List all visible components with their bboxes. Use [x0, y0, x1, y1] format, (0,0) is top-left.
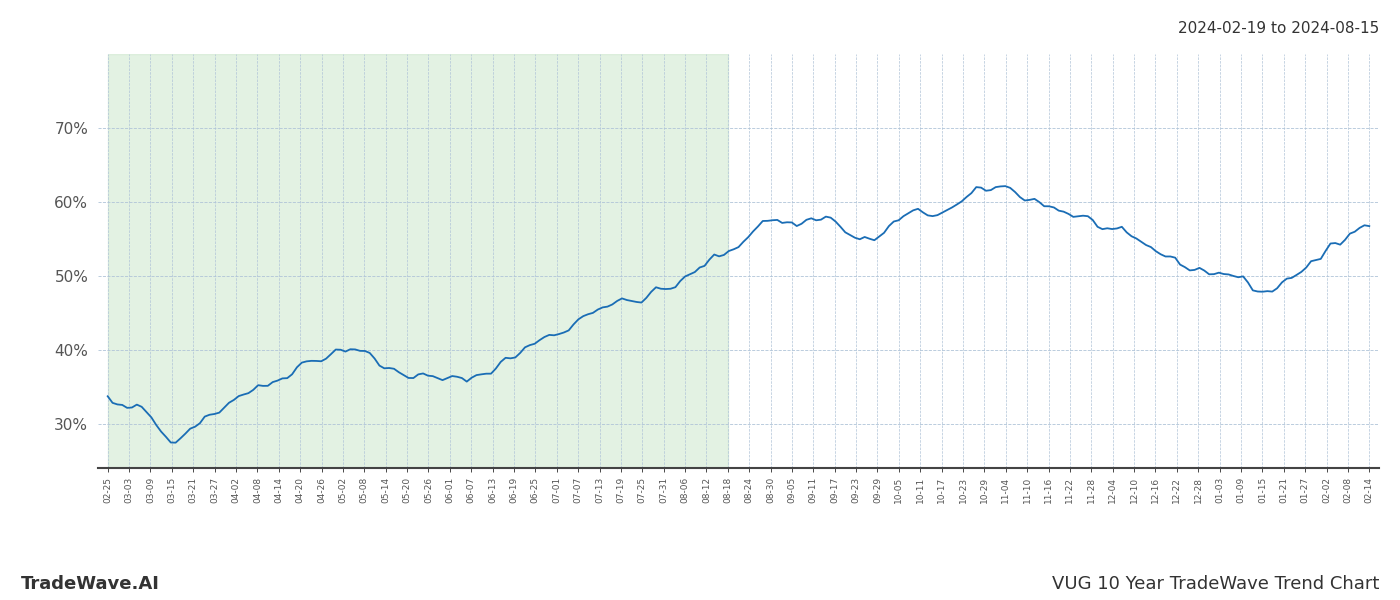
Text: TradeWave.AI: TradeWave.AI [21, 575, 160, 593]
Bar [108, 54, 728, 468]
Text: VUG 10 Year TradeWave Trend Chart: VUG 10 Year TradeWave Trend Chart [1051, 575, 1379, 593]
Text: 2024-02-19 to 2024-08-15: 2024-02-19 to 2024-08-15 [1177, 21, 1379, 36]
